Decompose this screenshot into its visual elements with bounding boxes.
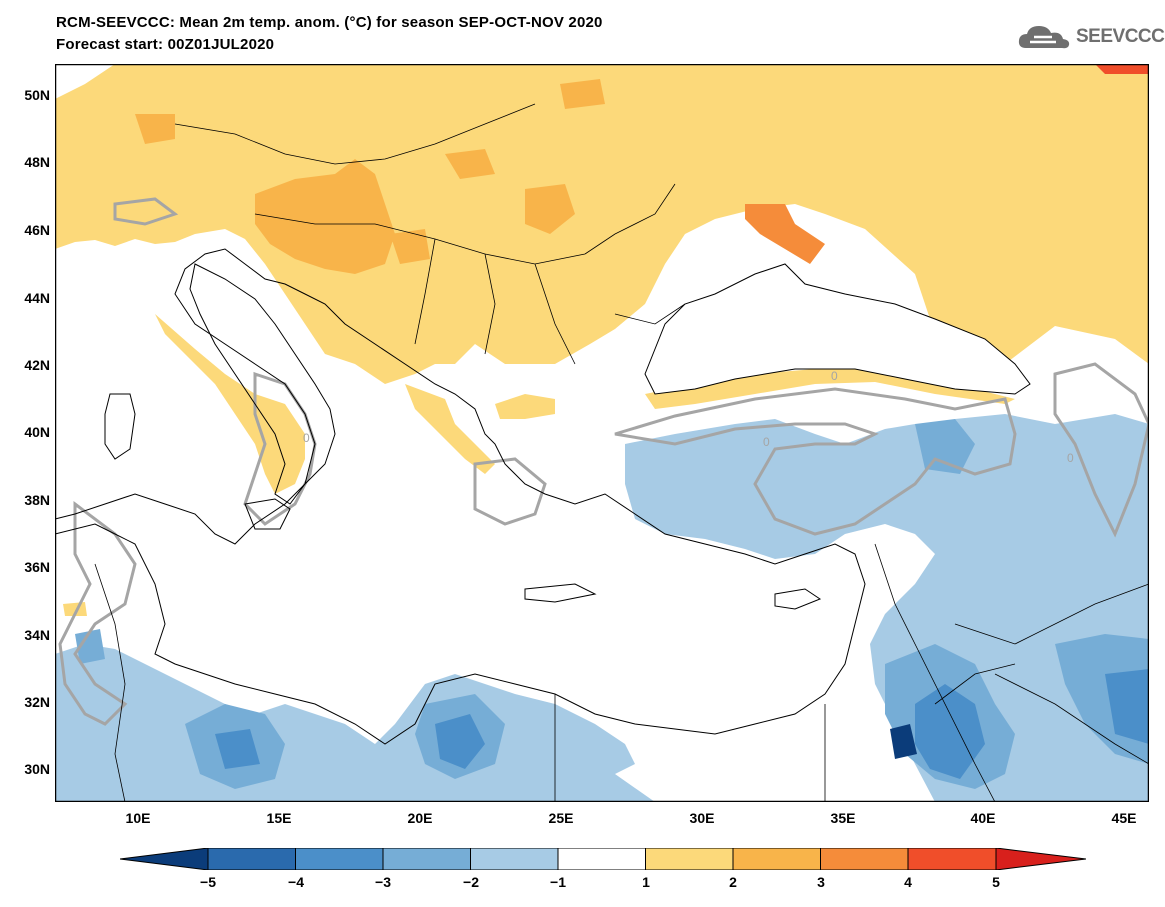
lat-label-44n: 44N <box>24 290 50 306</box>
lat-label-42n: 42N <box>24 357 50 373</box>
strong-cool-libya-inner <box>435 714 485 769</box>
logo-text: SEEVCCC <box>1076 26 1165 47</box>
forecast-start-label: Forecast start: 00Z01JUL2020 <box>56 36 275 53</box>
colorbar-segment <box>382 848 471 870</box>
coastline-italy <box>189 263 336 505</box>
cool-anomaly-turkey-east <box>915 419 975 474</box>
strong-cool-libya-west <box>215 729 260 769</box>
cool-anomaly-tunisia-spot <box>75 629 105 664</box>
zero-contour-north <box>113 197 179 226</box>
lat-label-50n: 50N <box>24 87 50 103</box>
lon-label-10e: 10E <box>125 810 151 826</box>
strong-cool-jordan <box>915 684 985 779</box>
lat-label-36n: 36N <box>24 559 50 575</box>
lon-label-40e: 40E <box>970 810 996 826</box>
colorbar-segment <box>645 848 734 870</box>
very-strong-cool-jordan <box>890 724 917 759</box>
zero-contour-greece <box>473 457 547 526</box>
lat-label-48n: 48N <box>24 154 50 170</box>
temperature-anomaly-map: 0 0 0 0 <box>55 64 1149 802</box>
strong-warm-ukraine <box>560 79 605 109</box>
colorbar-tick-label: 3 <box>817 874 825 890</box>
colorbar-tick-label: −3 <box>375 874 391 890</box>
lon-label-25e: 25E <box>548 810 574 826</box>
coastline-mediterranean <box>55 248 866 745</box>
zero-contour-anatolia <box>614 387 1017 536</box>
strong-warm-crimea <box>745 204 825 264</box>
colorbar-tick-label: 4 <box>904 874 912 890</box>
colorbar-segment <box>470 848 559 870</box>
map-area: 0 0 0 0 <box>55 64 1149 802</box>
coastline-sicily <box>244 498 291 530</box>
warm-anomaly-italy <box>155 314 305 494</box>
zero-contour-tunisia <box>58 501 137 726</box>
colorbar-segment <box>820 848 909 870</box>
strong-cool-iraq-inner <box>1105 669 1149 744</box>
colorbar-tick-label: −4 <box>288 874 304 890</box>
lat-label-32n: 32N <box>24 694 50 710</box>
colorbar-segment <box>995 848 1086 870</box>
lon-label-30e: 30E <box>689 810 715 826</box>
colorbar-tick-label: −1 <box>550 874 566 890</box>
colorbar-tick-label: 5 <box>992 874 1000 890</box>
contour-zero-label: 0 <box>763 435 770 449</box>
lat-label-30n: 30N <box>24 761 50 777</box>
colorbar-segment <box>732 848 821 870</box>
coastline-crete <box>524 583 597 603</box>
warm-anomaly-region <box>55 64 1149 384</box>
colorbar <box>120 848 1086 870</box>
contour-zero-label: 0 <box>1067 451 1074 465</box>
lat-label-38n: 38N <box>24 492 50 508</box>
strong-warm-romania <box>525 184 575 234</box>
lon-label-15e: 15E <box>266 810 292 826</box>
contour-zero-label: 0 <box>831 369 838 383</box>
lat-label-46n: 46N <box>24 222 50 238</box>
lat-label-40n: 40N <box>24 424 50 440</box>
seevccc-logo: SEEVCCC <box>1016 22 1165 56</box>
strong-warm-balkans <box>390 229 430 264</box>
colorbar-tick-label: 2 <box>729 874 737 890</box>
strong-warm-hungary <box>445 149 495 179</box>
cool-anomaly-anatolia <box>625 414 1149 802</box>
warm-anomaly-adriatic <box>405 384 495 474</box>
warm-anomaly-spot-africa <box>63 602 87 616</box>
map-title: RCM-SEEVCCC: Mean 2m temp. anom. (°C) fo… <box>56 14 603 31</box>
contour-zero-label: 0 <box>303 431 310 445</box>
colorbar-tick-label: −5 <box>200 874 216 890</box>
colorbar-tick-label: 1 <box>642 874 650 890</box>
colorbar-segment <box>295 848 384 870</box>
warm-anomaly-aegean-north <box>495 394 555 419</box>
lat-label-34n: 34N <box>24 627 50 643</box>
colorbar-segment <box>557 848 646 870</box>
country-borders <box>94 103 1149 802</box>
colorbar-segment <box>907 848 997 870</box>
zero-contour-east <box>1053 362 1149 538</box>
lon-label-20e: 20E <box>407 810 433 826</box>
very-warm-ne-corner <box>1095 64 1149 74</box>
coastline-black-sea <box>644 263 1031 395</box>
coastline-cyprus <box>774 588 822 610</box>
colorbar-tick-label: −2 <box>463 874 479 890</box>
lon-label-45e: 45E <box>1111 810 1137 826</box>
lon-label-35e: 35E <box>830 810 856 826</box>
coastline-sardinia <box>104 393 136 460</box>
strong-warm-alps <box>135 114 175 144</box>
strong-warm-central-europe <box>255 159 395 274</box>
colorbar-segment <box>120 848 209 870</box>
colorbar-segment <box>207 848 296 870</box>
cloud-logo-icon <box>1018 26 1070 49</box>
